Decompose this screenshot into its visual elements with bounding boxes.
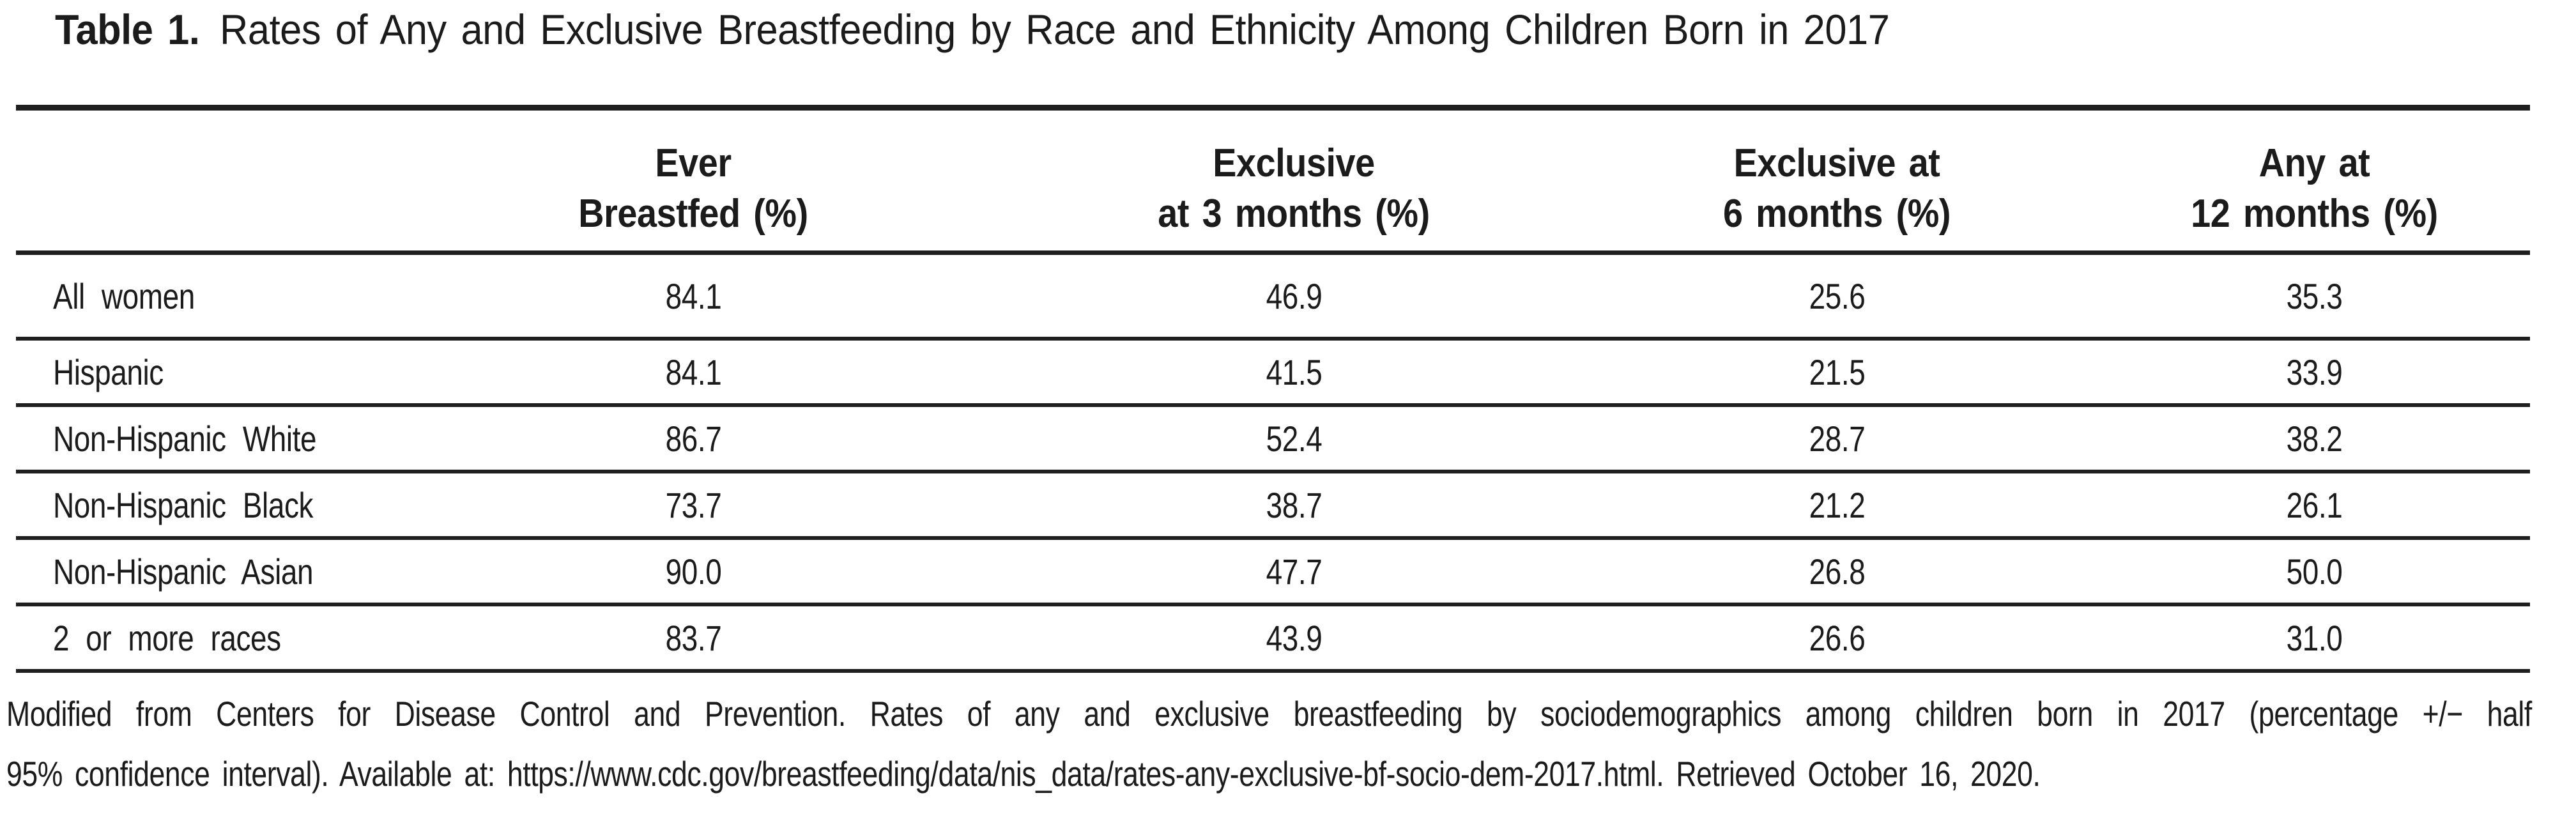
value-cell: 38.7 xyxy=(1013,484,1575,526)
row-label: Non-Hispanic White xyxy=(53,418,317,459)
value-exclusive-6-months: 28.7 xyxy=(1809,418,1865,459)
value-exclusive-3-months: 46.9 xyxy=(1266,275,1322,316)
value-cell: 35.3 xyxy=(2099,275,2530,317)
header-line: 12 months (%) xyxy=(2191,192,2438,236)
value-exclusive-3-months: 41.5 xyxy=(1266,351,1322,392)
value-ever-breastfed: 83.7 xyxy=(665,617,721,658)
row-label: All women xyxy=(53,275,195,316)
header-cell-exclusive-3-months: Exclusive at 3 months (%) xyxy=(1013,138,1575,250)
table-number: Table 1. xyxy=(55,6,200,53)
header-cell-ever-breastfed: Ever Breastfed (%) xyxy=(374,138,1013,250)
header-line: Ever xyxy=(655,141,732,185)
row-label: 2 or more races xyxy=(53,617,281,658)
value-exclusive-6-months: 26.8 xyxy=(1809,551,1865,592)
header-cell-any-12-months: Any at 12 months (%) xyxy=(2099,138,2530,250)
value-any-12-months: 31.0 xyxy=(2286,617,2343,658)
value-cell: 43.9 xyxy=(1013,617,1575,659)
header-line: at 3 months (%) xyxy=(1158,192,1430,236)
value-cell: 47.7 xyxy=(1013,551,1575,592)
value-cell: 25.6 xyxy=(1575,275,2099,317)
value-cell: 26.6 xyxy=(1575,617,2099,659)
row-label: Hispanic xyxy=(53,351,164,392)
table-footnote: Modified from Centers for Disease Contro… xyxy=(6,684,2532,804)
value-ever-breastfed: 84.1 xyxy=(665,351,721,392)
value-any-12-months: 50.0 xyxy=(2286,551,2343,592)
value-cell: 52.4 xyxy=(1013,418,1575,459)
header-line: Any at xyxy=(2258,141,2370,185)
header-line: Exclusive xyxy=(1213,141,1375,185)
row-label-cell: Non-Hispanic Asian xyxy=(16,551,374,592)
value-exclusive-3-months: 47.7 xyxy=(1266,551,1322,592)
value-ever-breastfed: 86.7 xyxy=(665,418,721,459)
footnote-line-1: Modified from Centers for Disease Contro… xyxy=(6,694,2532,734)
header-rule xyxy=(16,250,2530,255)
value-exclusive-6-months: 25.6 xyxy=(1809,275,1865,316)
header-line: Breastfed (%) xyxy=(578,192,808,236)
header-cell-empty xyxy=(16,239,374,250)
value-cell: 86.7 xyxy=(374,418,1013,459)
value-exclusive-6-months: 21.5 xyxy=(1809,351,1865,392)
value-cell: 41.5 xyxy=(1013,351,1575,393)
value-ever-breastfed: 73.7 xyxy=(665,484,721,525)
value-cell: 28.7 xyxy=(1575,418,2099,459)
row-label-cell: Non-Hispanic Black xyxy=(16,484,374,526)
table-body: All women 84.1 46.9 25.6 35.3 Hispanic 8… xyxy=(16,255,2530,673)
value-exclusive-6-months: 21.2 xyxy=(1809,484,1865,525)
row-label-cell: Hispanic xyxy=(16,351,374,393)
value-any-12-months: 26.1 xyxy=(2286,484,2343,525)
value-exclusive-3-months: 43.9 xyxy=(1266,617,1322,658)
value-cell: 38.2 xyxy=(2099,418,2530,459)
value-ever-breastfed: 90.0 xyxy=(665,551,721,592)
value-cell: 26.1 xyxy=(2099,484,2530,526)
header-cell-exclusive-6-months: Exclusive at 6 months (%) xyxy=(1575,138,2099,250)
value-any-12-months: 38.2 xyxy=(2286,418,2343,459)
table-title: Table 1. Rates of Any and Exclusive Breas… xyxy=(55,4,2028,55)
value-cell: 84.1 xyxy=(374,351,1013,393)
value-ever-breastfed: 84.1 xyxy=(665,275,721,316)
value-any-12-months: 33.9 xyxy=(2286,351,2343,392)
header-line: Exclusive at xyxy=(1733,141,1940,185)
table-row-hispanic: Hispanic 84.1 41.5 21.5 33.9 xyxy=(16,341,2530,407)
value-cell: 26.8 xyxy=(1575,551,2099,592)
top-rule xyxy=(16,105,2530,111)
table-header-row: Ever Breastfed (%) Exclusive at 3 months… xyxy=(16,111,2530,250)
table-row-2-or-more-races: 2 or more races 83.7 43.9 26.6 31.0 xyxy=(16,606,2530,673)
header-line: 6 months (%) xyxy=(1722,192,1951,236)
value-cell: 73.7 xyxy=(374,484,1013,526)
value-cell: 46.9 xyxy=(1013,275,1575,317)
value-cell: 90.0 xyxy=(374,551,1013,592)
table-row-non-hispanic-white: Non-Hispanic White 86.7 52.4 28.7 38.2 xyxy=(16,407,2530,473)
row-label-cell: 2 or more races xyxy=(16,617,374,659)
value-cell: 31.0 xyxy=(2099,617,2530,659)
table-row-non-hispanic-asian: Non-Hispanic Asian 90.0 47.7 26.8 50.0 xyxy=(16,540,2530,606)
value-exclusive-3-months: 52.4 xyxy=(1266,418,1322,459)
table-row-non-hispanic-black: Non-Hispanic Black 73.7 38.7 21.2 26.1 xyxy=(16,473,2530,540)
footnote-line-2: 95% confidence interval). Available at: … xyxy=(6,754,2041,794)
value-exclusive-6-months: 26.6 xyxy=(1809,617,1865,658)
row-label: Non-Hispanic Black xyxy=(53,484,314,525)
table-caption: Rates of Any and Exclusive Breastfeeding… xyxy=(220,6,1890,53)
value-cell: 83.7 xyxy=(374,617,1013,659)
row-label: Non-Hispanic Asian xyxy=(53,551,314,592)
row-label-cell: Non-Hispanic White xyxy=(16,418,374,459)
table-row-all-women: All women 84.1 46.9 25.6 35.3 xyxy=(16,255,2530,341)
value-cell: 21.2 xyxy=(1575,484,2099,526)
value-cell: 50.0 xyxy=(2099,551,2530,592)
value-cell: 84.1 xyxy=(374,275,1013,317)
row-label-cell: All women xyxy=(16,275,374,317)
value-cell: 21.5 xyxy=(1575,351,2099,393)
value-any-12-months: 35.3 xyxy=(2286,275,2343,316)
value-exclusive-3-months: 38.7 xyxy=(1266,484,1322,525)
value-cell: 33.9 xyxy=(2099,351,2530,393)
